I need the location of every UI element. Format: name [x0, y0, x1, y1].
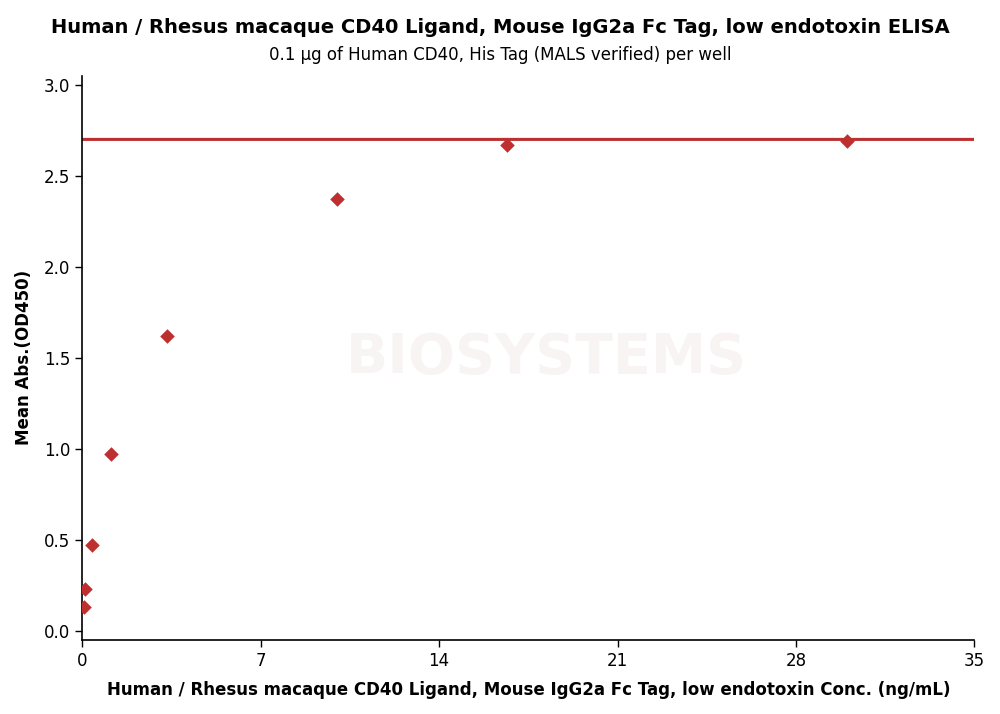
Point — [499, 139, 515, 151]
Point — [839, 136, 855, 147]
Point — [103, 448, 119, 460]
X-axis label: Human / Rhesus macaque CD40 Ligand, Mouse IgG2a Fc Tag, low endotoxin Conc. (ng/: Human / Rhesus macaque CD40 Ligand, Mous… — [107, 681, 950, 699]
Text: 0.1 μg of Human CD40, His Tag (MALS verified) per well: 0.1 μg of Human CD40, His Tag (MALS veri… — [269, 46, 731, 64]
Point — [159, 331, 175, 342]
Point — [76, 602, 92, 613]
Text: BIOSYSTEMS: BIOSYSTEMS — [346, 331, 747, 385]
Text: Human / Rhesus macaque CD40 Ligand, Mouse IgG2a Fc Tag, low endotoxin ELISA: Human / Rhesus macaque CD40 Ligand, Mous… — [51, 18, 949, 37]
Point — [84, 540, 100, 551]
Point — [77, 583, 93, 595]
Y-axis label: Mean Abs.(OD450): Mean Abs.(OD450) — [15, 271, 33, 446]
Point — [329, 193, 345, 205]
